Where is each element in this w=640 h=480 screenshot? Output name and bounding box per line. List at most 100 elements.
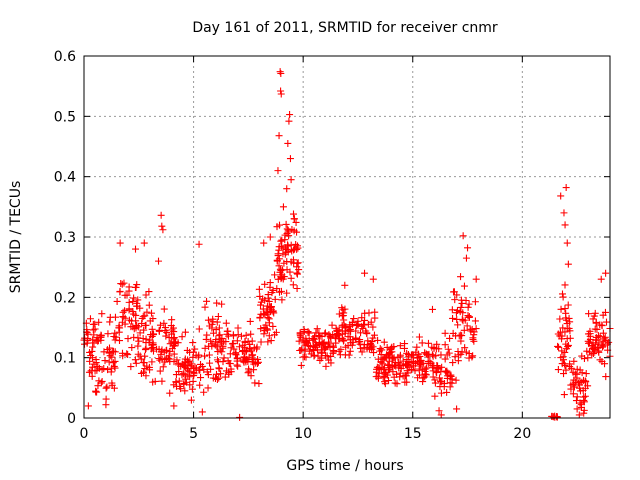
data-point (268, 289, 276, 297)
data-point (590, 350, 597, 358)
data-point (472, 275, 480, 283)
data-point (442, 368, 450, 376)
data-point (593, 325, 601, 333)
data-point (88, 363, 96, 371)
data-point (317, 348, 325, 356)
data-point (338, 330, 346, 338)
data-point (94, 337, 102, 345)
data-point (389, 355, 397, 363)
data-point (359, 325, 367, 333)
data-point (148, 309, 156, 317)
data-point (262, 321, 270, 329)
data-point (151, 377, 159, 385)
data-point (182, 359, 190, 367)
data-point (424, 339, 432, 347)
data-point (446, 334, 454, 342)
data-point (123, 350, 131, 358)
data-point (88, 347, 96, 355)
data-point (428, 305, 436, 313)
data-point (259, 295, 267, 303)
data-point (102, 401, 110, 409)
data-point (293, 269, 301, 277)
chart-title: Day 161 of 2011, SRMTID for receiver cnm… (192, 20, 498, 36)
data-point (431, 379, 439, 387)
data-point (404, 360, 412, 368)
data-point (290, 227, 298, 235)
data-point (581, 378, 589, 386)
data-point (367, 318, 375, 326)
data-point (368, 338, 376, 346)
data-point (462, 296, 470, 304)
y-tick-label: 0.1 (54, 351, 76, 367)
data-point (393, 380, 401, 388)
data-point (168, 330, 176, 338)
data-point (121, 314, 129, 322)
y-tick-label: 0.4 (54, 170, 76, 186)
data-point (136, 304, 144, 312)
data-point (585, 339, 593, 347)
data-point (574, 379, 582, 387)
data-point (328, 321, 336, 329)
data-point (593, 336, 601, 344)
data-point (88, 372, 96, 380)
data-point (228, 340, 236, 348)
data-point (453, 291, 461, 299)
data-point (443, 367, 451, 375)
data-point (119, 352, 127, 360)
data-point (562, 309, 570, 317)
data-point (276, 265, 284, 273)
data-point (251, 379, 259, 387)
data-point (210, 329, 218, 337)
data-point (265, 315, 273, 323)
data-point (396, 369, 404, 377)
data-point (353, 322, 361, 330)
data-point (233, 357, 241, 365)
data-point (562, 184, 570, 192)
data-point (132, 359, 140, 367)
data-point (432, 368, 440, 376)
y-tick-label: 0 (67, 411, 76, 427)
data-point (178, 333, 186, 341)
data-point (590, 312, 598, 320)
data-point (203, 297, 211, 305)
data-point (139, 312, 147, 320)
data-point (449, 359, 457, 367)
data-point (89, 326, 97, 334)
data-point (602, 373, 610, 381)
data-point (291, 245, 299, 253)
data-point (124, 351, 132, 359)
data-point (425, 350, 433, 358)
data-point (281, 231, 289, 239)
data-point (204, 371, 212, 379)
data-point (155, 257, 163, 265)
data-point (159, 363, 167, 371)
data-point (403, 356, 411, 364)
data-point (174, 359, 182, 367)
data-point (86, 315, 94, 323)
data-point (580, 409, 588, 417)
data-point (273, 285, 281, 293)
data-point (310, 352, 318, 360)
data-point (125, 306, 133, 314)
data-point (344, 342, 352, 350)
data-point (277, 237, 285, 245)
data-point (295, 337, 303, 345)
data-point (555, 343, 563, 351)
data-point (246, 317, 254, 325)
data-point (573, 405, 581, 413)
data-point (180, 362, 188, 370)
data-point (443, 374, 451, 382)
data-point (143, 362, 151, 370)
data-point (279, 244, 287, 252)
data-point (200, 388, 208, 396)
data-point (584, 354, 592, 362)
data-point (572, 397, 580, 405)
data-point (453, 306, 461, 314)
data-point (462, 254, 470, 262)
data-point (196, 381, 204, 389)
data-point (576, 399, 584, 407)
data-point (195, 240, 203, 248)
data-point (431, 392, 439, 400)
data-point (455, 351, 463, 359)
data-point (198, 408, 206, 416)
